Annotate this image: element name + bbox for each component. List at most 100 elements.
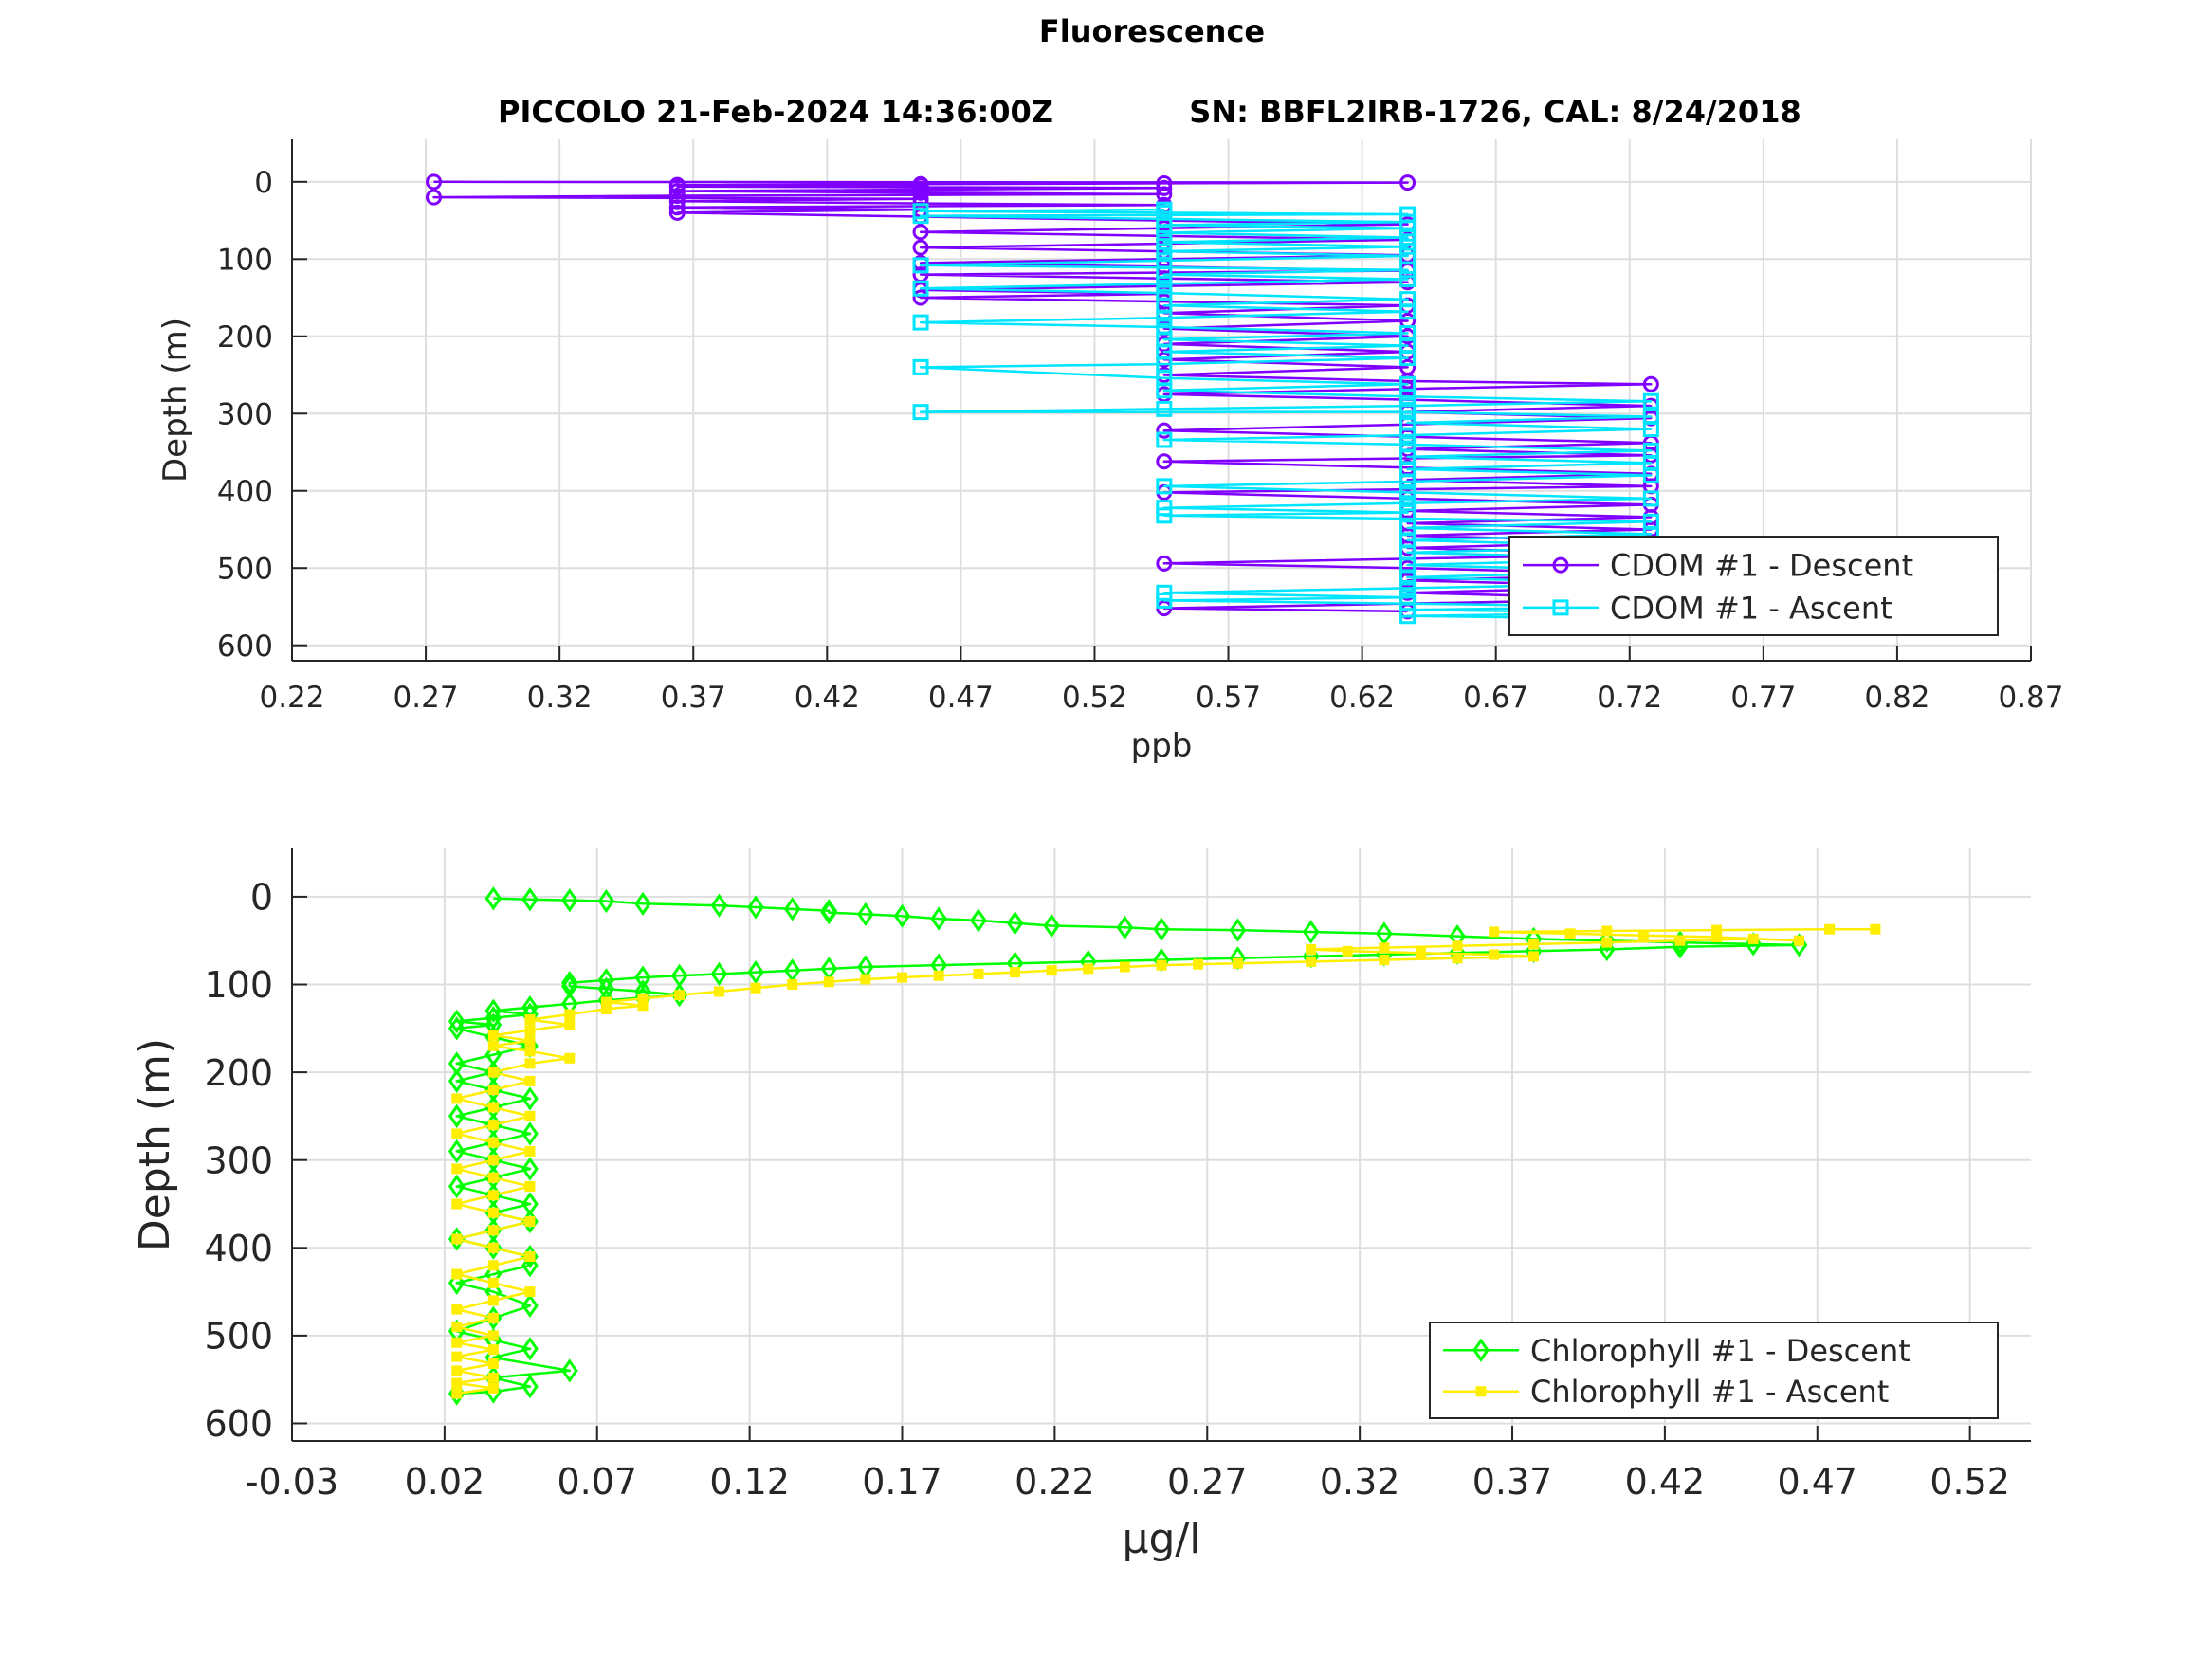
grid bbox=[291, 139, 2032, 661]
data-point bbox=[451, 1337, 463, 1348]
data-point bbox=[1674, 935, 1686, 946]
data-point bbox=[487, 1102, 499, 1113]
data-point bbox=[1399, 291, 1417, 308]
data-point bbox=[487, 1120, 499, 1131]
data-point bbox=[634, 891, 651, 916]
legend-swatch-marker bbox=[1472, 1338, 1490, 1362]
data-point bbox=[1642, 375, 1659, 392]
data-point bbox=[521, 1374, 539, 1399]
legend-swatch-marker bbox=[1552, 556, 1569, 574]
data-point bbox=[897, 972, 908, 983]
data-point bbox=[1489, 949, 1500, 960]
data-point bbox=[451, 1163, 463, 1175]
x-tick-label: 0.82 bbox=[1864, 681, 1929, 715]
data-point bbox=[451, 1377, 463, 1389]
data-point bbox=[1156, 453, 1173, 470]
data-point bbox=[912, 224, 929, 241]
data-point bbox=[1010, 967, 1021, 978]
legend-item: Chlorophyll #1 - Descent bbox=[1443, 1333, 1910, 1369]
data-point bbox=[487, 1382, 499, 1394]
x-tick-label: 0.27 bbox=[393, 681, 459, 715]
x-axis-label: ppb bbox=[1131, 727, 1193, 765]
data-point bbox=[524, 1075, 536, 1086]
data-point bbox=[933, 970, 944, 981]
x-tick-label: -0.03 bbox=[246, 1461, 338, 1503]
data-point bbox=[1415, 947, 1426, 958]
x-axis-label: μg/l bbox=[1123, 1515, 1201, 1563]
data-point bbox=[487, 1137, 499, 1148]
data-point bbox=[1156, 252, 1173, 269]
data-point bbox=[1637, 930, 1649, 941]
x-tick-label: 0.27 bbox=[1167, 1461, 1248, 1503]
data-point bbox=[521, 1121, 539, 1146]
x-tick-label: 0.12 bbox=[709, 1461, 790, 1503]
data-point bbox=[747, 895, 764, 920]
data-point bbox=[560, 1358, 578, 1383]
data-point bbox=[1156, 284, 1173, 301]
legend-item: CDOM #1 - Ascent bbox=[1523, 590, 1892, 626]
data-point bbox=[930, 906, 947, 931]
series-1 bbox=[912, 201, 1659, 628]
data-point bbox=[668, 199, 686, 216]
x-tick-label: 0.52 bbox=[1062, 681, 1127, 715]
data-point bbox=[560, 888, 578, 913]
legend: Chlorophyll #1 - Descent Chlorophyll #1 -… bbox=[1429, 1322, 1999, 1419]
y-tick-label: 400 bbox=[217, 475, 273, 509]
data-point bbox=[1747, 933, 1759, 944]
x-tick-label: 0.67 bbox=[1463, 681, 1528, 715]
data-point bbox=[451, 1365, 463, 1376]
data-point bbox=[1642, 490, 1659, 507]
data-point bbox=[448, 1103, 466, 1129]
data-point bbox=[448, 1174, 466, 1199]
data-point bbox=[451, 1304, 463, 1315]
data-point bbox=[637, 993, 649, 1004]
data-point bbox=[487, 1085, 499, 1096]
data-point bbox=[487, 1172, 499, 1183]
data-point bbox=[1601, 925, 1613, 937]
data-point bbox=[524, 1251, 536, 1263]
legend-item: Chlorophyll #1 - Ascent bbox=[1443, 1374, 1889, 1410]
data-point bbox=[1399, 206, 1417, 223]
legend-box bbox=[1508, 536, 1999, 636]
data-point bbox=[1306, 956, 1317, 967]
data-point bbox=[1564, 928, 1576, 939]
data-point bbox=[487, 1372, 499, 1383]
data-point bbox=[448, 1009, 466, 1034]
data-point bbox=[1083, 963, 1094, 975]
y-tick-label: 500 bbox=[217, 552, 273, 586]
y-tick-label: 100 bbox=[217, 243, 273, 277]
data-point bbox=[487, 1344, 499, 1356]
y-tick-label: 0 bbox=[254, 166, 273, 200]
legend-label: Chlorophyll #1 - Descent bbox=[1530, 1333, 1910, 1369]
x-tick-label: 0.02 bbox=[405, 1461, 485, 1503]
data-point bbox=[484, 886, 503, 911]
data-point bbox=[1046, 965, 1057, 976]
data-point bbox=[521, 1293, 539, 1319]
data-point bbox=[1399, 397, 1417, 414]
data-point bbox=[1642, 442, 1659, 459]
data-point bbox=[1642, 409, 1659, 426]
y-tick-label: 400 bbox=[204, 1228, 273, 1269]
data-point bbox=[521, 887, 539, 912]
data-point bbox=[710, 893, 728, 918]
data-point bbox=[524, 1110, 536, 1121]
data-point bbox=[1399, 589, 1417, 606]
data-point bbox=[597, 888, 615, 914]
data-point bbox=[1193, 958, 1204, 970]
data-point bbox=[1399, 238, 1417, 255]
series-1 bbox=[451, 923, 1881, 1399]
data-point bbox=[564, 1019, 576, 1030]
data-point bbox=[1156, 201, 1173, 218]
data-point bbox=[487, 1295, 499, 1306]
data-point bbox=[1642, 513, 1659, 530]
data-point bbox=[1119, 961, 1130, 973]
data-point bbox=[1156, 584, 1173, 601]
data-point bbox=[1156, 233, 1173, 250]
data-point bbox=[487, 1066, 499, 1078]
data-point bbox=[524, 1180, 536, 1192]
data-point bbox=[1601, 937, 1613, 948]
data-point bbox=[487, 1190, 499, 1201]
x-tick-label: 0.57 bbox=[1196, 681, 1261, 715]
data-point bbox=[668, 187, 686, 204]
data-point bbox=[1399, 414, 1417, 431]
